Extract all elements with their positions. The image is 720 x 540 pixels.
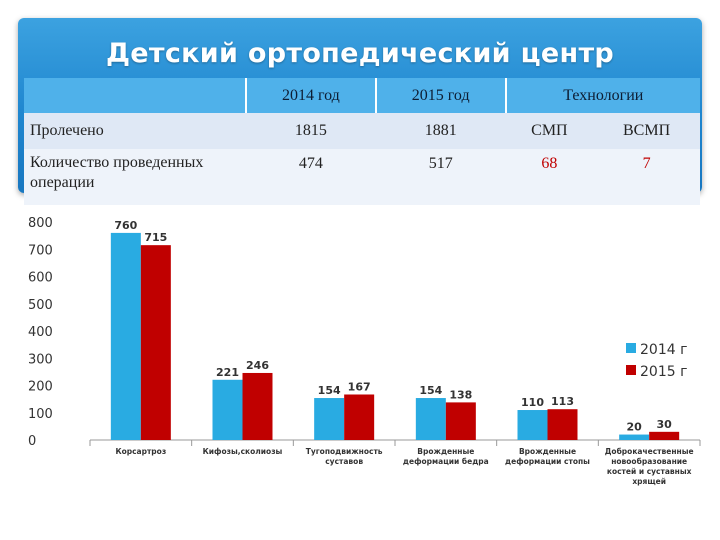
cell-tech-smp: СМП [505, 113, 594, 149]
x-tick-label: Кифозы,сколиозы [203, 447, 283, 456]
stats-table: 2014 год 2015 год Технологии Пролечено 1… [24, 78, 700, 205]
table-header-2014: 2014 год [245, 78, 376, 113]
data-label: 113 [551, 395, 574, 408]
data-label: 246 [246, 359, 269, 372]
x-tick-label: Корсартроз [115, 447, 166, 456]
table-header-2015: 2015 год [374, 78, 506, 113]
row-label-operations: Количество проведенных операции [24, 149, 246, 205]
data-label: 221 [216, 366, 239, 379]
data-label: 760 [114, 219, 137, 232]
x-tick-label: суставов [325, 457, 363, 466]
bar [110, 232, 141, 440]
cell-operations-2015: 517 [375, 149, 506, 205]
data-label: 20 [627, 421, 643, 434]
y-tick-label: 800 [28, 216, 53, 231]
x-tick-label: деформации стопы [505, 457, 590, 466]
x-tick-label: новообразование [611, 457, 687, 466]
bar [547, 409, 578, 440]
x-tick-label: деформации бедра [403, 457, 489, 466]
legend-label: 2014 г [640, 342, 687, 358]
bar [619, 434, 650, 440]
y-tick-label: 700 [28, 243, 53, 258]
table-row: Пролечено 1815 1881 СМП ВСМП [24, 113, 700, 149]
y-tick-label: 500 [28, 298, 53, 313]
bar-chart: 0 100 200 300 400 500 600 700 800 760 715 Корсартро… [28, 216, 701, 486]
table-row: Количество проведенных операции 474 517 … [24, 149, 700, 205]
data-label: 167 [348, 380, 371, 393]
cell-operations-2014: 474 [246, 149, 376, 205]
cell-operations-vsmp: 7 [593, 149, 700, 205]
y-tick-label: 200 [28, 380, 53, 395]
bar [445, 402, 476, 440]
bar [242, 372, 273, 440]
y-tick-label: 300 [28, 352, 53, 367]
legend-label: 2015 г [640, 364, 687, 380]
bar [415, 398, 446, 440]
y-tick-label: 400 [28, 325, 53, 340]
bar [314, 398, 345, 440]
table-header-technologies: Технологии [504, 78, 700, 113]
data-label: 110 [521, 396, 544, 409]
bar [344, 394, 375, 440]
cell-tech-vsmp: ВСМП [593, 113, 700, 149]
row-label-treated: Пролечено [24, 113, 246, 149]
x-tick-label: Доброкачественные [605, 447, 694, 456]
data-label: 138 [449, 388, 472, 401]
bar [649, 431, 680, 440]
y-tick-label: 100 [28, 407, 53, 422]
x-tick-label: костей и суставных [607, 467, 692, 476]
legend-swatch [626, 365, 636, 375]
x-tick-label: Врожденные [519, 447, 576, 456]
y-tick-label: 0 [28, 434, 36, 449]
data-label: 715 [144, 231, 167, 244]
bar [140, 245, 171, 440]
data-label: 30 [657, 418, 673, 431]
cell-treated-2014: 1815 [246, 113, 376, 149]
table-header-empty [24, 78, 246, 113]
legend-swatch [626, 343, 636, 353]
slide-title: Детский ортопедический центр [105, 38, 615, 69]
cell-operations-smp: 68 [505, 149, 594, 205]
bar [517, 410, 548, 440]
cell-treated-2015: 1881 [375, 113, 506, 149]
data-label: 154 [318, 384, 341, 397]
y-tick-label: 600 [28, 271, 53, 286]
bar [212, 379, 243, 440]
x-tick-label: Врожденные [417, 447, 474, 456]
x-tick-label: хрящей [632, 477, 666, 486]
table-header-row: 2014 год 2015 год Технологии [24, 78, 700, 113]
data-label: 154 [419, 384, 442, 397]
x-tick-label: Тугоподвижность [306, 447, 383, 456]
